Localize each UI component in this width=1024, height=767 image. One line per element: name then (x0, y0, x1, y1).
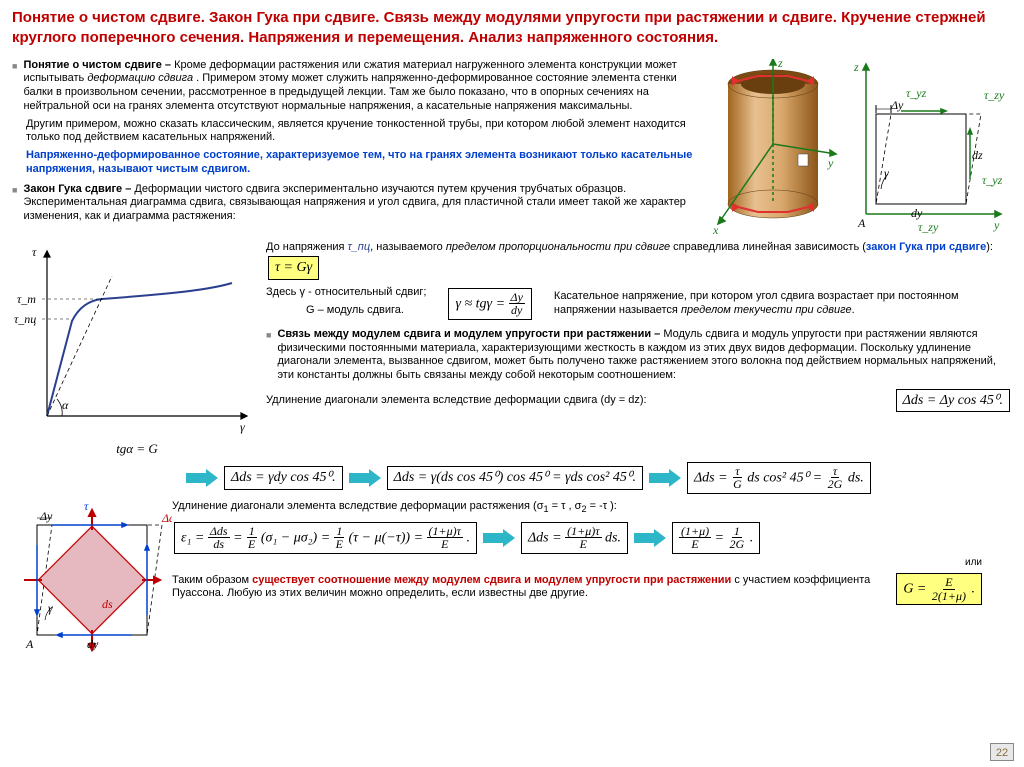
svg-text:α: α (62, 398, 69, 412)
svg-text:y: y (827, 156, 834, 170)
svg-text:τ_yz: τ_yz (982, 173, 1003, 187)
svg-text:ds: ds (102, 597, 113, 611)
ds-relation-intro: Удлинение диагонали элемента вследствие … (266, 387, 1012, 415)
page-title: Понятие о чистом сдвиге. Закон Гука при … (12, 8, 1012, 49)
svg-text:τ_пц: τ_пц (14, 312, 36, 326)
para-tube-example: Другим примером, можно сказать классичес… (26, 118, 702, 146)
para-hooke-law: ■ Закон Гука сдвиге – Деформации чистого… (12, 183, 702, 224)
formula-ds4: Δds = τG ds cos² 45⁰ = τ2G ds. (687, 462, 871, 494)
para-modulus-relation: ■ Связь между модулем сдвига и модулем у… (266, 328, 1012, 383)
svg-text:x: x (712, 223, 719, 237)
bullet-icon: ■ (12, 185, 17, 224)
svg-text:Δy: Δy (890, 98, 904, 112)
shear-element-diagram: z y A γ dy dz Δy τ_zy τ_yz τ_yz τ_zy (846, 59, 1006, 239)
svg-text:Δds: Δds (161, 511, 172, 525)
svg-text:A: A (25, 637, 34, 651)
arrow-right-icon (634, 529, 666, 547)
para-yield-limit: Касательное напряжение, при котором угол… (554, 290, 1012, 318)
formula-chain-1: Δds = γdy cos 45⁰. Δds = γ(ds cos 45⁰) c… (182, 460, 1012, 496)
svg-text:A: A (857, 216, 866, 230)
svg-text:τ_zy: τ_zy (984, 88, 1005, 102)
arrow-right-icon (349, 469, 381, 487)
label-or: или (172, 557, 1012, 570)
svg-text:τ: τ (84, 500, 89, 513)
svg-text:z: z (853, 60, 859, 74)
svg-text:γ: γ (884, 166, 889, 180)
cylinder-diagram: z y x (708, 59, 838, 239)
svg-text:τ_yz: τ_yz (906, 86, 927, 100)
arrow-right-icon (649, 469, 681, 487)
svg-text:Δy: Δy (39, 509, 53, 523)
svg-text:dy: dy (911, 206, 923, 220)
arrow-right-icon (483, 529, 515, 547)
svg-text:z: z (777, 59, 783, 70)
arrow-right-icon (186, 469, 218, 487)
svg-text:τ_т: τ_т (17, 292, 36, 306)
definition-pure-shear: Напряженно-деформированное состояние, ха… (26, 149, 702, 177)
svg-text:dy: dy (87, 637, 99, 651)
formula-hooke: τ = Gγ (268, 256, 319, 280)
para-tension-elongation: Удлинение диагонали элемента вследствие … (172, 500, 1012, 516)
para-conclusion: Таким образом существует соотношение меж… (172, 574, 894, 602)
svg-text:γ: γ (240, 420, 245, 434)
svg-text:γ: γ (48, 601, 53, 615)
svg-text:y: y (993, 218, 1000, 232)
formula-G-relation: G = E2(1+μ) . (896, 573, 982, 605)
shear-stress-chart: τ γ α τ_т τ_пц (12, 241, 262, 441)
formula-ds1: Δds = Δy cos 45⁰. (896, 389, 1010, 413)
formula-gamma: γ ≈ tgγ = Δydy (448, 288, 531, 320)
svg-text:dz: dz (972, 148, 983, 162)
bullet-icon: ■ (12, 61, 17, 114)
svg-text:τ_zy: τ_zy (918, 220, 939, 234)
page-number: 22 (990, 743, 1014, 761)
svg-text:τ: τ (32, 245, 37, 259)
para-prop-limit: До напряжения τ_пц, называемого пределом… (266, 241, 1012, 282)
shear-square-diagram: τ Δds Δy γ dy ds A (12, 500, 172, 670)
bullet-icon: ■ (266, 330, 271, 383)
para-pure-shear: ■ Понятие о чистом сдвиге – Кроме деформ… (12, 59, 702, 114)
formula-chain-2: ε₁ = Δdsds = 1E (σ₁ − μσ₂) = 1E (τ − μ(−… (172, 520, 1012, 556)
gamma-definition: Здесь γ - относительный сдвиг; G – модул… (266, 286, 426, 322)
chart-caption: tgα = G (12, 441, 262, 457)
